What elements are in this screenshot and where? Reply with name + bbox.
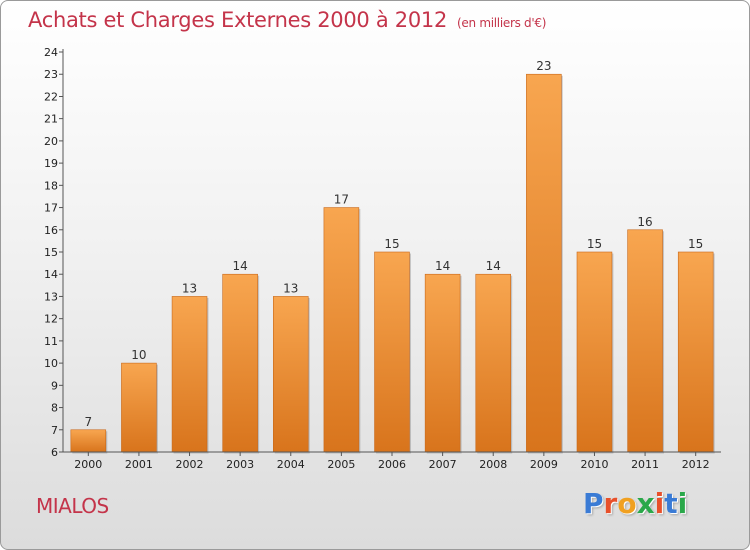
y-tick-label: 7 xyxy=(51,424,58,437)
y-tick-label: 12 xyxy=(44,313,58,326)
bar xyxy=(70,429,107,453)
logo-letter: x xyxy=(636,487,655,520)
bar-value-label: 15 xyxy=(688,237,703,251)
y-tick-label: 19 xyxy=(44,157,58,170)
bar xyxy=(424,273,461,453)
bar-value-label: 23 xyxy=(536,59,551,73)
x-tick-label: 2003 xyxy=(226,458,254,471)
logo-letter: P xyxy=(583,487,604,520)
x-tick-label: 2005 xyxy=(327,458,355,471)
bar xyxy=(627,229,663,453)
x-tick-label: 2007 xyxy=(429,458,457,471)
bar-value-label: 10 xyxy=(131,348,146,362)
y-tick-label: 21 xyxy=(44,113,58,126)
logo-letter: o xyxy=(617,487,637,520)
logo-letter: i xyxy=(654,487,665,520)
bar xyxy=(526,73,562,453)
bar-value-label: 17 xyxy=(334,193,349,207)
bar-value-label: 13 xyxy=(283,281,298,295)
x-tick-label: 2001 xyxy=(125,458,153,471)
bar xyxy=(273,296,309,453)
y-tick-label: 24 xyxy=(44,46,58,59)
y-tick-label: 23 xyxy=(44,68,58,81)
y-tick-label: 20 xyxy=(44,135,58,148)
y-tick-label: 18 xyxy=(44,179,58,192)
y-tick-label: 9 xyxy=(51,379,58,392)
bar-value-label: 15 xyxy=(384,237,399,251)
x-tick-label: 2012 xyxy=(682,458,710,471)
y-tick-label: 17 xyxy=(44,202,58,215)
y-tick-label: 16 xyxy=(44,224,58,237)
bar-value-label: 16 xyxy=(637,215,652,229)
chart-unit: (en milliers d'€) xyxy=(457,16,547,30)
proxiti-logo: Proxiti xyxy=(583,487,687,520)
bar xyxy=(171,296,208,453)
x-tick-label: 2009 xyxy=(530,458,558,471)
bar-value-label: 14 xyxy=(233,259,248,273)
bar-value-label: 7 xyxy=(84,415,92,429)
bar-value-label: 15 xyxy=(587,237,602,251)
y-tick-label: 22 xyxy=(44,90,58,103)
x-tick-label: 2010 xyxy=(580,458,608,471)
bar-value-label: 14 xyxy=(486,259,501,273)
logo-letter: r xyxy=(603,487,618,520)
y-tick-label: 6 xyxy=(51,446,58,459)
bar xyxy=(323,207,360,453)
x-tick-label: 2006 xyxy=(378,458,406,471)
y-tick-label: 10 xyxy=(44,357,58,370)
bar xyxy=(677,251,714,453)
bar xyxy=(475,273,511,453)
x-tick-label: 2000 xyxy=(74,458,102,471)
chart-title: Achats et Charges Externes 2000 à 2012 xyxy=(28,8,448,32)
y-tick-label: 13 xyxy=(44,290,58,303)
y-tick-label: 14 xyxy=(44,268,58,281)
bar-value-label: 14 xyxy=(435,259,450,273)
y-tick-label: 8 xyxy=(51,402,58,415)
x-tick-label: 2008 xyxy=(479,458,507,471)
logo-letter: i xyxy=(677,487,688,520)
y-tick-label: 15 xyxy=(44,246,58,259)
bar xyxy=(121,362,157,453)
x-tick-label: 2011 xyxy=(631,458,659,471)
bar xyxy=(374,251,410,453)
bar-value-label: 13 xyxy=(182,281,197,295)
bar xyxy=(222,273,258,453)
x-tick-label: 2004 xyxy=(277,458,305,471)
x-tick-label: 2002 xyxy=(176,458,204,471)
logo-letter: t xyxy=(664,487,678,520)
place-name: MIALOS xyxy=(36,494,109,518)
chart-title-block: Achats et Charges Externes 2000 à 2012 (e… xyxy=(28,8,546,32)
bar xyxy=(576,251,613,453)
y-tick-label: 11 xyxy=(44,335,58,348)
